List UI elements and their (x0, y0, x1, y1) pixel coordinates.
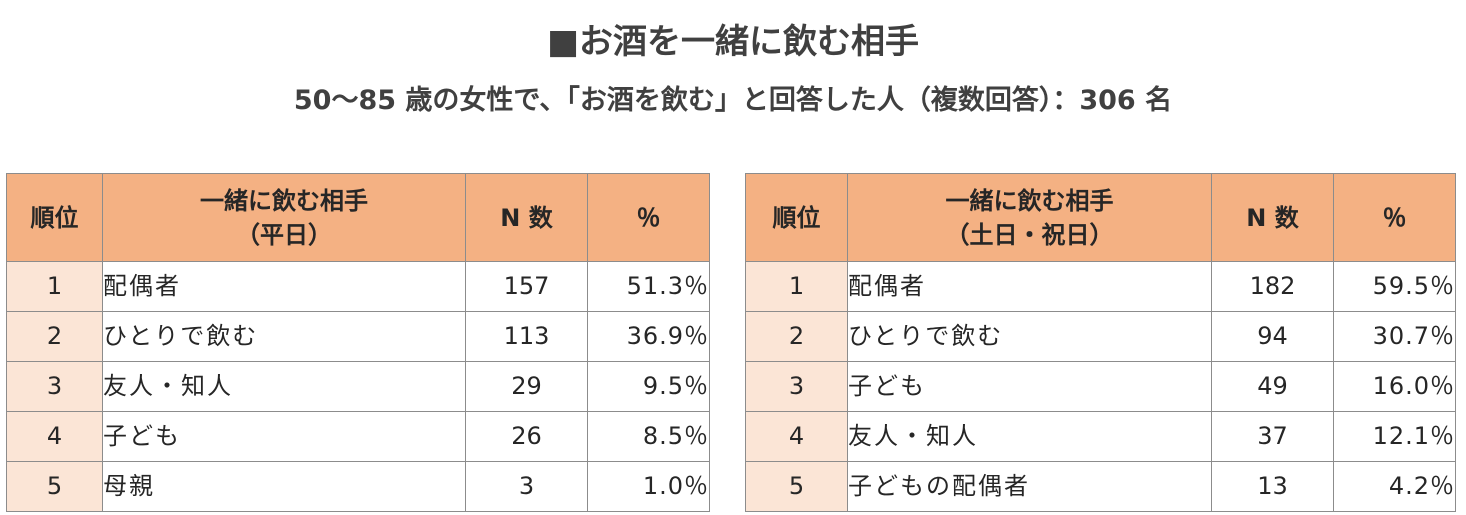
pct-cell: 30.7％ (1333, 311, 1456, 362)
partner-cell: 配偶者 (847, 261, 1212, 312)
table-row: 3 友人・知人 29 9.5％ (6, 361, 710, 412)
n-cell: 182 (1211, 261, 1334, 312)
rank-header: 順位 (745, 173, 848, 262)
n-cell: 29 (465, 361, 588, 412)
partner-cell: ひとりで飲む (847, 311, 1212, 362)
partner-cell: 子ども (102, 411, 466, 462)
table-row: 4 友人・知人 37 12.1％ (745, 411, 1456, 462)
partner-cell: 友人・知人 (847, 411, 1212, 462)
pct-cell: 4.2％ (1333, 461, 1456, 512)
partner-header: 一緒に飲む相手 （土日・祝日） (847, 173, 1212, 262)
partner-cell: ひとりで飲む (102, 311, 466, 362)
partner-cell: 配偶者 (102, 261, 466, 312)
partner-cell: 子ども (847, 361, 1212, 412)
pct-cell: 59.5％ (1333, 261, 1456, 312)
pct-cell: 16.0％ (1333, 361, 1456, 412)
rank-cell: 3 (745, 361, 848, 412)
rank-cell: 2 (745, 311, 848, 362)
page-title: ■お酒を一緒に飲む相手 (546, 22, 920, 62)
n-cell: 13 (1211, 461, 1334, 512)
rank-cell: 4 (745, 411, 848, 462)
n-cell: 26 (465, 411, 588, 462)
n-cell: 157 (465, 261, 588, 312)
partner-cell: 友人・知人 (102, 361, 466, 412)
table-header-row: 順位 一緒に飲む相手 （土日・祝日） N 数 ％ (745, 173, 1456, 262)
table-row: 1 配偶者 182 59.5％ (745, 261, 1456, 312)
partner-header-line2: （平日） (236, 220, 332, 249)
rank-cell: 1 (6, 261, 103, 312)
rank-cell: 5 (6, 461, 103, 512)
partner-cell: 子どもの配偶者 (847, 461, 1212, 512)
rank-cell: 4 (6, 411, 103, 462)
pct-cell: 36.9％ (587, 311, 710, 362)
pct-cell: 51.3％ (587, 261, 710, 312)
page-subtitle: 50～85 歳の女性で、「お酒を飲む」と回答した人（複数回答）：306 名 (293, 85, 1173, 116)
n-cell: 49 (1211, 361, 1334, 412)
pct-cell: 1.0％ (587, 461, 710, 512)
n-cell: 37 (1211, 411, 1334, 462)
holiday-ranking-table: 順位 一緒に飲む相手 （土日・祝日） N 数 ％ 1 配偶者 182 59.5％… (745, 173, 1456, 512)
rank-cell: 2 (6, 311, 103, 362)
table-row: 1 配偶者 157 51.3％ (6, 261, 710, 312)
pct-cell: 8.5％ (587, 411, 710, 462)
rank-cell: 5 (745, 461, 848, 512)
table-row: 4 子ども 26 8.5％ (6, 411, 710, 462)
table-header-row: 順位 一緒に飲む相手 （平日） N 数 ％ (6, 173, 710, 262)
n-header: N 数 (465, 173, 588, 262)
partner-header-line2: （土日・祝日） (945, 220, 1114, 249)
pct-header: ％ (587, 173, 710, 262)
partner-header: 一緒に飲む相手 （平日） (102, 173, 466, 262)
pct-header: ％ (1333, 173, 1456, 262)
table-row: 3 子ども 49 16.0％ (745, 361, 1456, 412)
n-cell: 113 (465, 311, 588, 362)
table-row: 2 ひとりで飲む 113 36.9％ (6, 311, 710, 362)
pct-cell: 9.5％ (587, 361, 710, 412)
rank-header: 順位 (6, 173, 103, 262)
table-row: 2 ひとりで飲む 94 30.7％ (745, 311, 1456, 362)
rank-cell: 1 (745, 261, 848, 312)
n-cell: 94 (1211, 311, 1334, 362)
rank-cell: 3 (6, 361, 103, 412)
partner-cell: 母親 (102, 461, 466, 512)
table-row: 5 子どもの配偶者 13 4.2％ (745, 461, 1456, 512)
partner-header-line1: 一緒に飲む相手 (200, 186, 368, 215)
partner-header-line1: 一緒に飲む相手 (945, 186, 1114, 215)
n-header: N 数 (1211, 173, 1334, 262)
weekday-ranking-table: 順位 一緒に飲む相手 （平日） N 数 ％ 1 配偶者 157 51.3％ 2 … (6, 173, 710, 512)
n-cell: 3 (465, 461, 588, 512)
table-row: 5 母親 3 1.0％ (6, 461, 710, 512)
pct-cell: 12.1％ (1333, 411, 1456, 462)
